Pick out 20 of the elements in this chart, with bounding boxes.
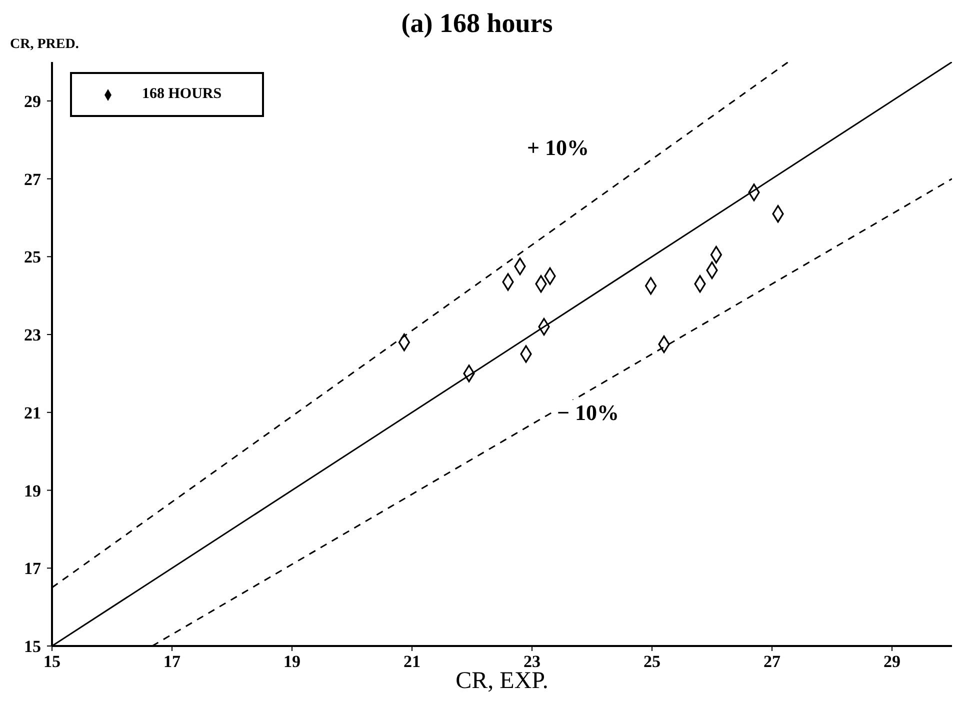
x-tick-label: 29 <box>884 652 900 672</box>
y-tick-label: 25 <box>24 248 41 267</box>
x-tick-label: 27 <box>764 652 781 672</box>
y-tick-label: 27 <box>24 170 42 189</box>
y-tick-label: 29 <box>24 92 41 111</box>
x-tick-label: 19 <box>284 652 300 672</box>
x-tick-label: 21 <box>404 652 420 672</box>
x-tick-label: 17 <box>164 652 181 672</box>
y-tick-label: 15 <box>24 637 41 656</box>
chart-title: (a) 168 hours <box>401 8 553 38</box>
x-tick-label: 15 <box>44 652 60 672</box>
y-tick-label: 19 <box>24 481 41 500</box>
x-tick-label: 25 <box>644 652 660 672</box>
y-tick-label: 17 <box>24 559 42 578</box>
annotation: + 10% <box>525 135 592 161</box>
y-axis-title: CR, PRED. <box>10 37 79 52</box>
y-tick-label: 23 <box>24 326 41 345</box>
y-tick-label: 21 <box>24 403 41 422</box>
legend-label: 168 HOURS <box>142 86 222 102</box>
annotation: − 10% <box>555 400 622 426</box>
